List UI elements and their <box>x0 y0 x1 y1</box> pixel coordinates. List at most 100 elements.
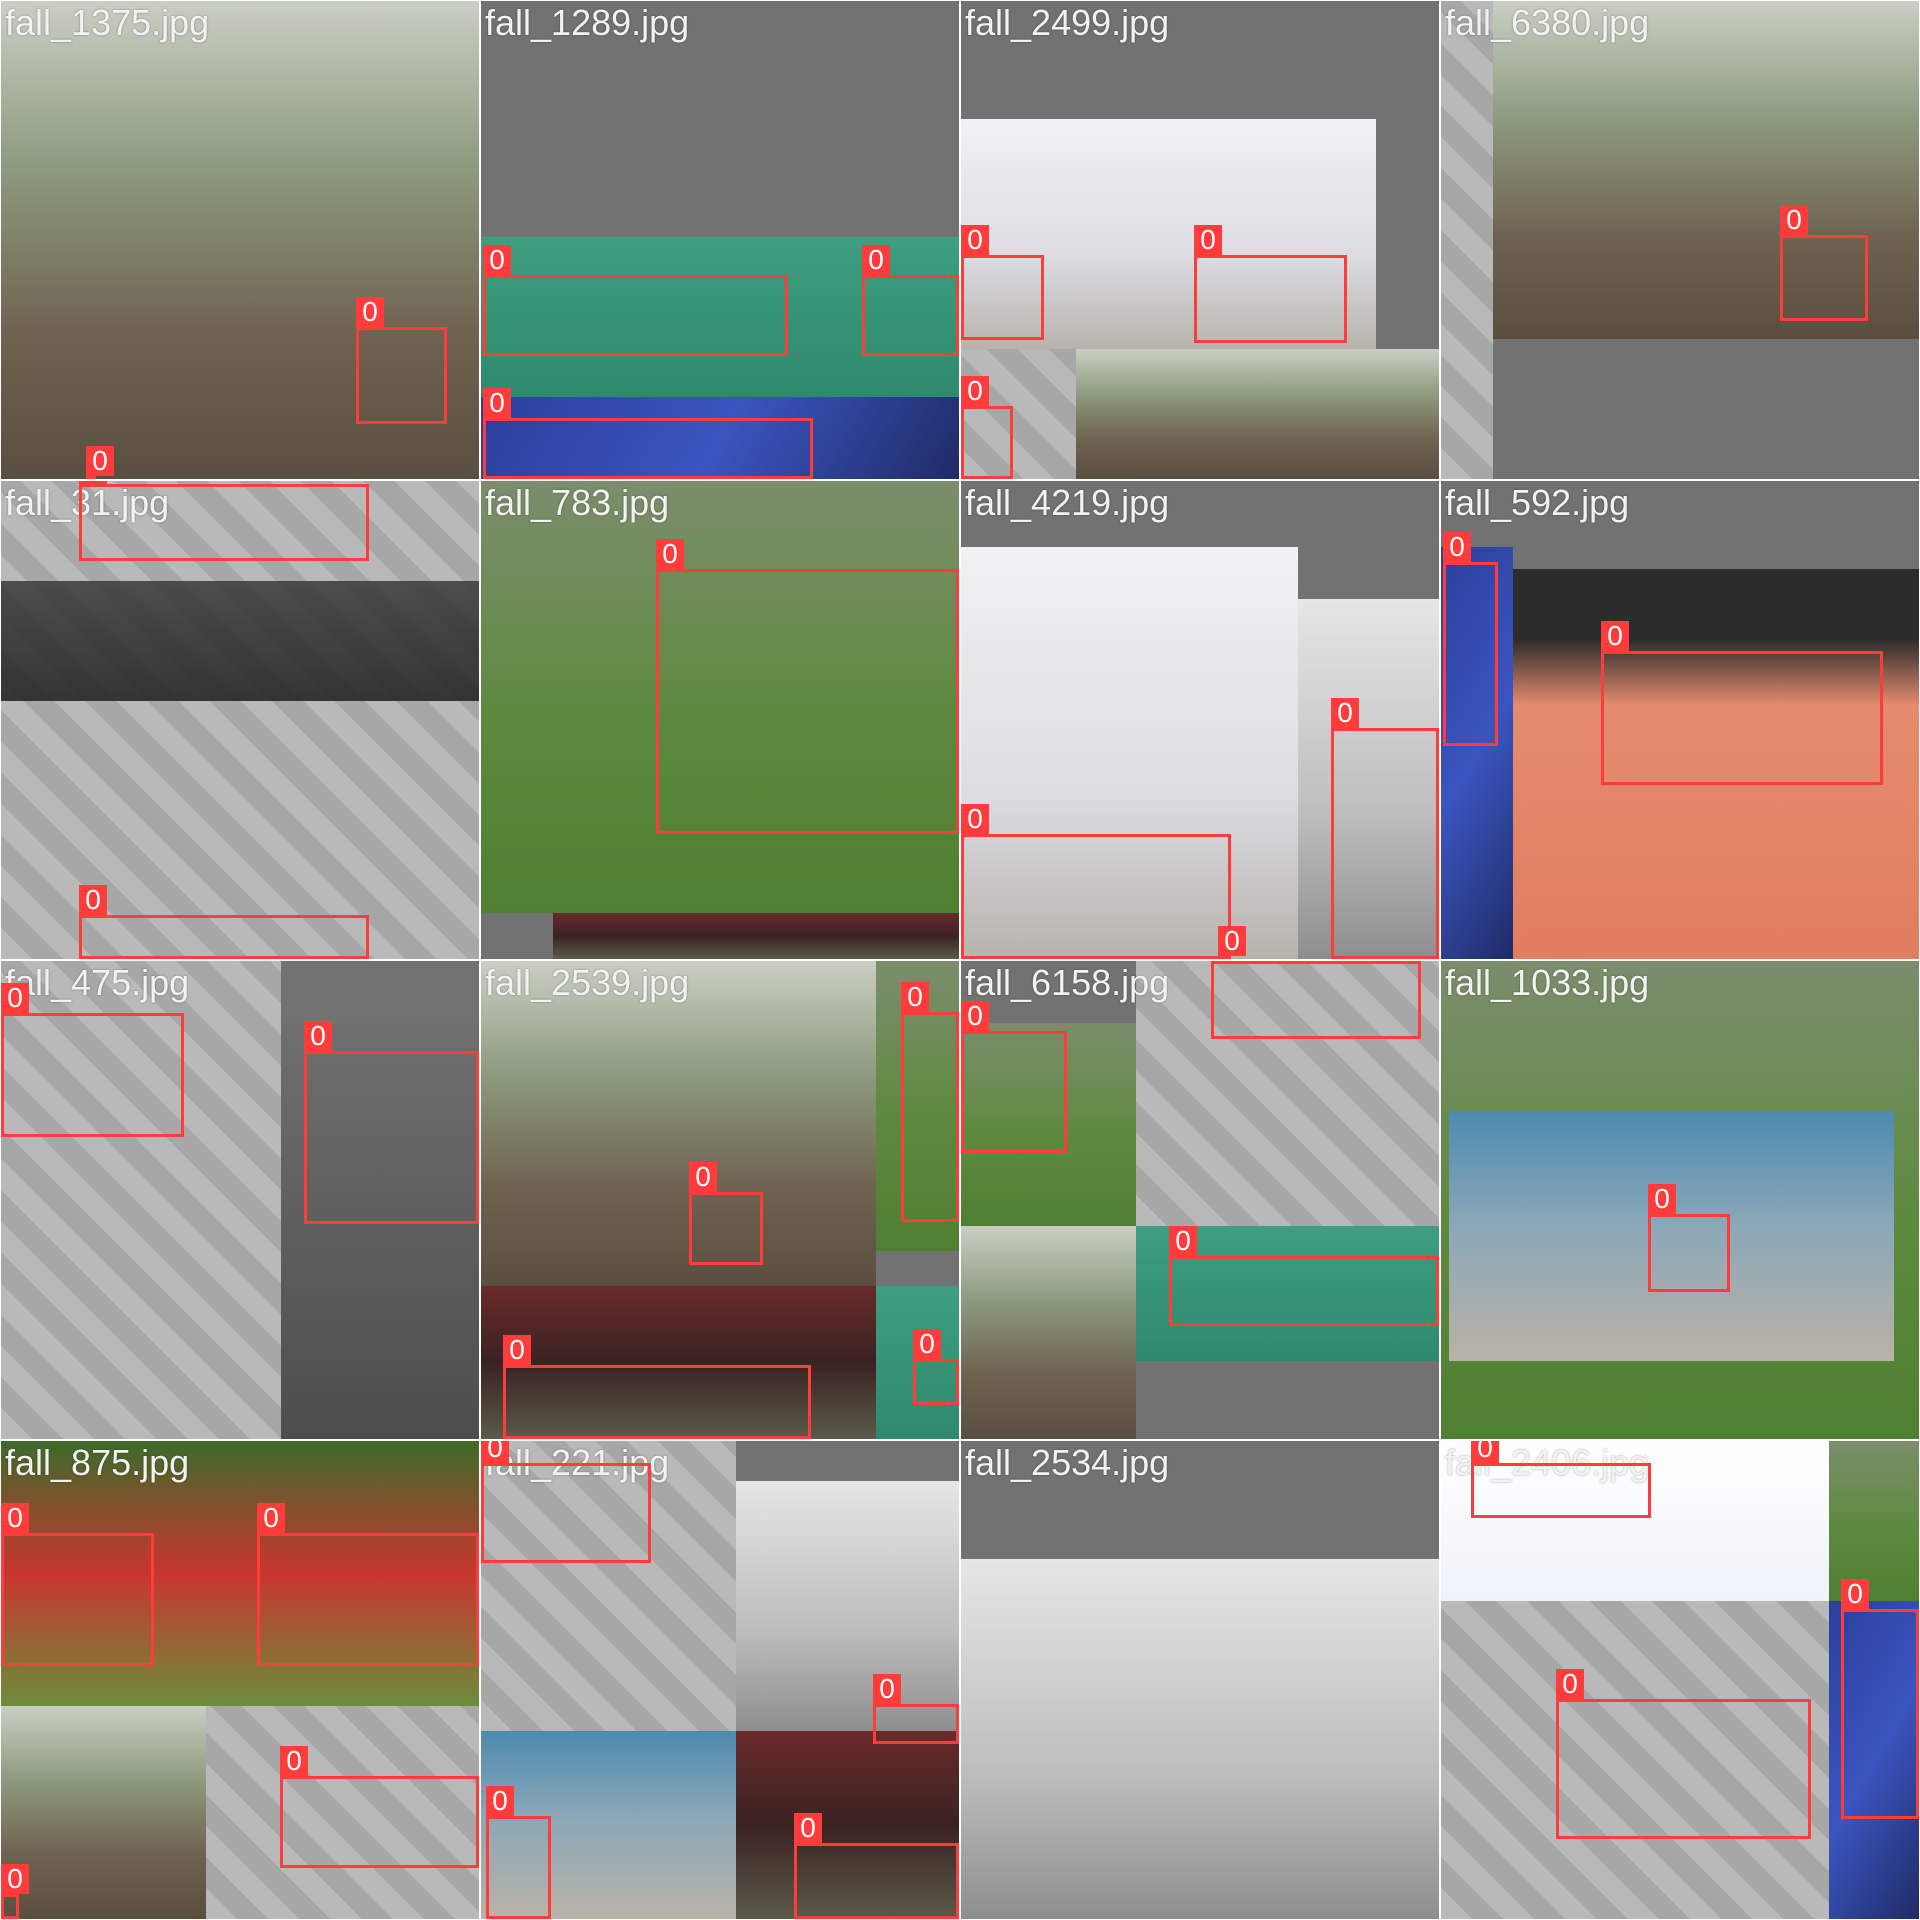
tile-filename: fall_31.jpg <box>5 482 170 523</box>
detection-box: 0 <box>1601 621 1883 785</box>
tile-filename: fall_1033.jpg <box>1445 962 1650 1003</box>
mosaic-tile: fall_1375.jpg 0 0 <box>0 0 480 480</box>
detection-box: 0 <box>503 1335 811 1439</box>
detection-label: 0 <box>1443 532 1471 562</box>
detection-box: 0 <box>1211 961 1421 1039</box>
mosaic-tile: fall_2539.jpg 0 0 0 0 0 <box>480 960 960 1440</box>
detection-box: 0 <box>913 1329 959 1405</box>
detection-label: 0 <box>961 376 989 406</box>
photo-blue-player <box>1441 547 1513 959</box>
detection-box: 0 <box>961 1001 1067 1153</box>
detection-label: 0 <box>257 1503 285 1533</box>
mosaic-tile: fall_475.jpg 0 0 <box>0 960 480 1440</box>
detection-label: 0 <box>304 1021 332 1051</box>
photo-grass <box>1829 1441 1919 1601</box>
detection-box: 0 <box>481 1441 651 1563</box>
photo-pavement <box>1441 1601 1829 1919</box>
tile-filename: fall_2534.jpg <box>965 1442 1170 1483</box>
tile-filename: fall_4219.jpg <box>965 482 1170 523</box>
detection-label: 0 <box>1648 1184 1676 1214</box>
detection-box: 0 <box>486 1786 551 1919</box>
detection-box: 0 <box>481 961 483 963</box>
detection-box: 0 <box>356 297 447 424</box>
tile-filename: fall_221.jpg <box>485 1442 670 1483</box>
detection-label: 0 <box>486 1786 514 1816</box>
detection-label: 0 <box>483 245 511 275</box>
detection-box: 0 <box>1556 1669 1811 1839</box>
photo-office-room <box>961 119 1376 349</box>
photo-white-background <box>1441 1441 1829 1601</box>
photo-cctv-frame <box>1449 1111 1894 1361</box>
detection-label: 0 <box>481 1441 509 1463</box>
detection-box: 0 <box>656 539 959 834</box>
mosaic-tile: fall_1033.jpg 0 <box>1440 960 1920 1440</box>
detection-box: 0 <box>862 245 959 356</box>
detection-label: 0 <box>1780 205 1808 235</box>
photo-pavement <box>1441 1 1493 479</box>
photo-fallen-person <box>281 1023 479 1439</box>
detection-box: 0 <box>873 1674 959 1744</box>
detection-box: 0 <box>1 1864 29 1919</box>
photo-outdoor-scene <box>1493 1 1919 339</box>
detection-label: 0 <box>873 1674 901 1704</box>
mosaic-tile: fall_31.jpg 0 0 <box>0 480 480 960</box>
detection-label: 0 <box>1841 1579 1869 1609</box>
photo-soccer-field <box>961 1023 1136 1231</box>
photo-white-wall <box>1298 599 1439 959</box>
photo-pavement <box>481 1441 736 1731</box>
tile-filename: fall_875.jpg <box>5 1442 190 1483</box>
mosaic-tile: fall_1289.jpg 0 0 0 <box>480 0 960 480</box>
detection-label: 0 <box>1331 698 1359 728</box>
mosaic-tile: fall_4219.jpg 0 0 0 <box>960 480 1440 960</box>
mosaic-tile: fall_2499.jpg 0 0 0 <box>960 0 1440 480</box>
detection-label: 0 <box>794 1813 822 1843</box>
detection-label: 0 <box>483 388 511 418</box>
detection-box: 0 <box>280 1746 479 1868</box>
tile-filename: fall_783.jpg <box>485 482 670 523</box>
tile-filename: fall_6158.jpg <box>965 962 1170 1003</box>
detection-label: 0 <box>689 1162 717 1192</box>
detection-label: 0 <box>901 982 929 1012</box>
detection-box: 0 <box>1648 1184 1730 1292</box>
mosaic-tile: fall_6158.jpg 0 0 0 <box>960 960 1440 1440</box>
detection-label: 0 <box>503 1335 531 1365</box>
mosaic-tile: fall_592.jpg 0 0 <box>1440 480 1920 960</box>
photo-outdoor-scene <box>481 961 876 1286</box>
photo-pavement <box>961 349 1076 479</box>
photo-office-lobby <box>736 1481 959 1731</box>
detection-box: 0 <box>961 225 1044 340</box>
photo-tennis-court <box>1513 569 1919 959</box>
tile-filename: fall_1289.jpg <box>485 2 690 43</box>
mosaic-tile: fall_2406.jpg 0 0 0 <box>1440 1440 1920 1920</box>
photo-badminton-court <box>876 1286 959 1439</box>
detection-label: 0 <box>1 1864 29 1894</box>
detection-label: 0 <box>913 1329 941 1359</box>
detection-label: 0 <box>1211 960 1239 961</box>
detection-box: 0 <box>689 1162 763 1265</box>
detection-box: 0 <box>483 388 813 479</box>
detection-label: 0 <box>1601 621 1629 651</box>
detection-box: 0 <box>79 885 369 959</box>
photo-soccer-field <box>481 481 959 913</box>
tile-filename: fall_1375.jpg <box>5 2 210 43</box>
photo-soccer-players <box>1 1441 479 1706</box>
detection-label: 0 <box>1556 1669 1584 1699</box>
detection-box: 0 <box>961 804 1231 959</box>
mosaic-tile: fall_6380.jpg 0 <box>1440 0 1920 480</box>
photo-blue-player <box>481 397 959 479</box>
detection-box: 0 <box>86 446 114 479</box>
detection-label: 0 <box>79 885 107 915</box>
detection-box: 0 <box>1331 698 1439 959</box>
detection-box: 0 <box>1169 1226 1439 1326</box>
detection-box: 0 <box>1194 225 1347 343</box>
detection-box: 0 <box>1780 205 1868 321</box>
photo-crowd <box>736 1731 959 1919</box>
photo-cctv-frame <box>481 1731 736 1919</box>
mosaic-tile: fall_2534.jpg <box>960 1440 1440 1920</box>
detection-label: 0 <box>356 297 384 327</box>
detection-label: 0 <box>79 481 107 484</box>
detection-box: 0 <box>483 245 788 356</box>
detection-label: 0 <box>86 446 114 476</box>
detection-label: 0 <box>862 245 890 275</box>
detection-label: 0 <box>656 539 684 569</box>
